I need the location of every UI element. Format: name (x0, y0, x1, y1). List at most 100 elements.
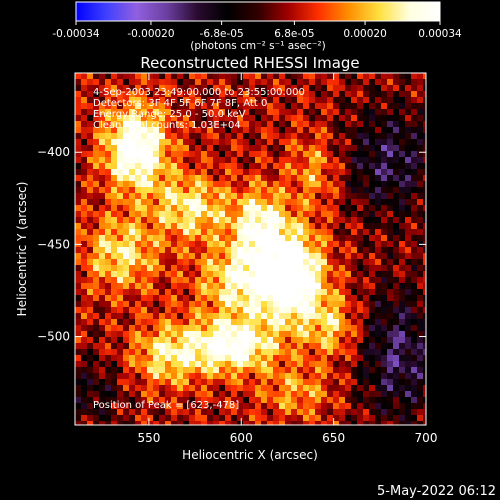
heatmap-cell (279, 253, 286, 260)
heatmap-cell (183, 193, 190, 200)
heatmap-cell (105, 319, 112, 326)
heatmap-cell (123, 349, 130, 356)
heatmap-cell (135, 211, 142, 218)
heatmap-cell (255, 97, 262, 104)
heatmap-cell (423, 157, 426, 164)
heatmap-cell (387, 73, 394, 80)
heatmap-cell (159, 379, 166, 386)
heatmap-cell (135, 241, 142, 248)
heatmap-cell (315, 265, 322, 272)
heatmap-cell (399, 337, 406, 344)
heatmap-cell (375, 187, 382, 194)
heatmap-cell (291, 331, 298, 338)
heatmap-cell (177, 391, 184, 398)
heatmap-cell (123, 403, 130, 410)
heatmap-cell (123, 187, 130, 194)
heatmap-cell (345, 259, 352, 266)
heatmap-cell (219, 235, 226, 242)
heatmap-cell (93, 97, 100, 104)
heatmap-cell (147, 223, 154, 230)
heatmap-cell (303, 385, 310, 392)
heatmap-cell (279, 403, 286, 410)
heatmap-cell (213, 205, 220, 212)
heatmap-cell (393, 283, 400, 290)
heatmap-cell (117, 145, 124, 152)
heatmap-cell (273, 85, 280, 92)
heatmap-cell (285, 277, 292, 284)
heatmap-cell (99, 319, 106, 326)
heatmap-cell (339, 373, 346, 380)
heatmap-cell (297, 205, 304, 212)
heatmap-cell (189, 193, 196, 200)
heatmap-cell (153, 331, 160, 338)
heatmap-cell (351, 349, 358, 356)
heatmap-cell (399, 241, 406, 248)
heatmap-cell (129, 259, 136, 266)
heatmap-cell (333, 253, 340, 260)
heatmap-cell (381, 133, 388, 140)
heatmap-cell (363, 415, 370, 422)
heatmap-cell (111, 271, 118, 278)
heatmap-cell (111, 235, 118, 242)
heatmap-cell (345, 139, 352, 146)
heatmap-cell (99, 145, 106, 152)
heatmap-cell (183, 145, 190, 152)
heatmap-cell (387, 391, 394, 398)
heatmap-cell (351, 205, 358, 212)
heatmap-cell (405, 109, 412, 116)
heatmap-cell (369, 241, 376, 248)
heatmap-cell (81, 349, 88, 356)
heatmap-cell (93, 145, 100, 152)
heatmap-cell (99, 241, 106, 248)
heatmap-cell (105, 241, 112, 248)
heatmap-cell (309, 181, 316, 188)
heatmap-cell (159, 361, 166, 368)
heatmap-cell (201, 127, 208, 134)
heatmap-cell (333, 181, 340, 188)
heatmap-cell (303, 307, 310, 314)
heatmap-cell (285, 175, 292, 182)
heatmap-cell (327, 391, 334, 398)
heatmap-cell (285, 163, 292, 170)
heatmap-cell (213, 355, 220, 362)
heatmap-cell (399, 307, 406, 314)
heatmap-cell (333, 403, 340, 410)
heatmap-cell (171, 103, 178, 110)
heatmap-cell (423, 361, 426, 368)
heatmap-cell (267, 319, 274, 326)
heatmap-cell (315, 175, 322, 182)
heatmap-cell (183, 133, 190, 140)
heatmap-cell (369, 73, 376, 80)
heatmap-cell (225, 403, 232, 410)
heatmap-cell (393, 361, 400, 368)
heatmap-cell (75, 199, 82, 206)
heatmap-cell (207, 223, 214, 230)
heatmap-cell (177, 187, 184, 194)
heatmap-cell (381, 307, 388, 314)
heatmap-cell (153, 187, 160, 194)
heatmap-cell (315, 217, 322, 224)
heatmap-cell (243, 355, 250, 362)
heatmap-cell (297, 253, 304, 260)
heatmap-cell (183, 349, 190, 356)
heatmap-cell (243, 301, 250, 308)
heatmap-cell (321, 115, 328, 122)
heatmap-cell (357, 163, 364, 170)
heatmap-cell (159, 163, 166, 170)
heatmap-cell (117, 367, 124, 374)
heatmap-cell (171, 319, 178, 326)
colorbar-tick-label: -0.00034 (52, 28, 100, 40)
heatmap-cell (357, 229, 364, 236)
heatmap-cell (213, 97, 220, 104)
heatmap-cell (189, 109, 196, 116)
heatmap-cell (315, 85, 322, 92)
heatmap-cell (369, 355, 376, 362)
heatmap-cell (201, 349, 208, 356)
heatmap-cell (315, 397, 322, 404)
y-axis-label: Heliocentric Y (arcsec) (15, 182, 29, 317)
heatmap-cell (147, 181, 154, 188)
heatmap-cell (213, 229, 220, 236)
heatmap-cell (267, 331, 274, 338)
heatmap-cell (267, 187, 274, 194)
heatmap-cell (291, 313, 298, 320)
